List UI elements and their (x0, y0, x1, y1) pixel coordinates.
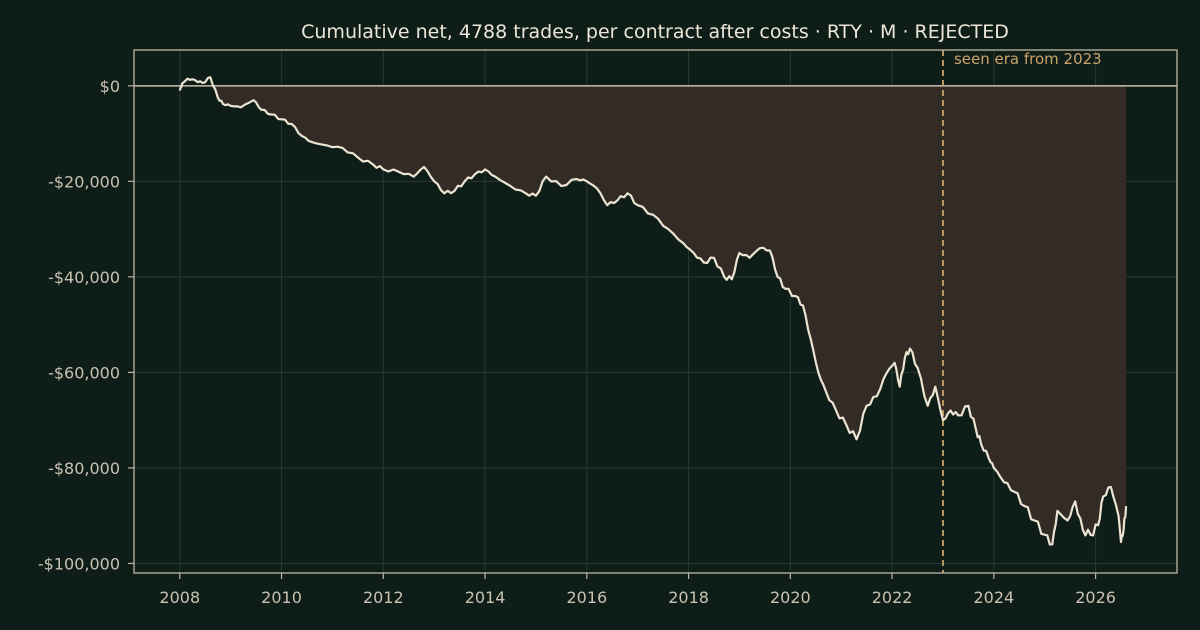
y-tick-label: $0 (100, 77, 120, 96)
plot-frame (133, 49, 1178, 574)
y-tick-label: -$100,000 (38, 554, 120, 573)
x-tick-label: 2018 (668, 588, 709, 607)
x-tick-label: 2012 (363, 588, 404, 607)
x-tick-label: 2024 (973, 588, 1014, 607)
cumulative-net-line (178, 76, 1128, 546)
y-tick-label: -$80,000 (48, 459, 120, 478)
x-tick-label: 2022 (872, 588, 913, 607)
y-tick-label: -$20,000 (48, 172, 120, 191)
y-tick-label: -$40,000 (48, 268, 120, 287)
x-tick-label: 2014 (465, 588, 506, 607)
x-tick-label: 2010 (261, 588, 302, 607)
y-axis-ticks: $0 -$20,000 -$40,000 -$60,000 -$80,000 -$100,… (38, 77, 134, 573)
y-tick-label: -$60,000 (48, 363, 120, 382)
x-tick-label: 2008 (159, 588, 200, 607)
x-tick-label: 2016 (566, 588, 607, 607)
x-tick-label: 2026 (1075, 588, 1116, 607)
seen-era-annotation: seen era from 2023 (954, 50, 1102, 68)
x-axis-ticks: 2008 2010 2012 2014 2016 2018 2020 2022 2024 2026 (159, 573, 1116, 607)
x-tick-label: 2020 (770, 588, 811, 607)
chart-title: Cumulative net, 4788 trades, per contrac… (301, 21, 1009, 43)
drawdown-fill-area (179, 85, 1127, 545)
